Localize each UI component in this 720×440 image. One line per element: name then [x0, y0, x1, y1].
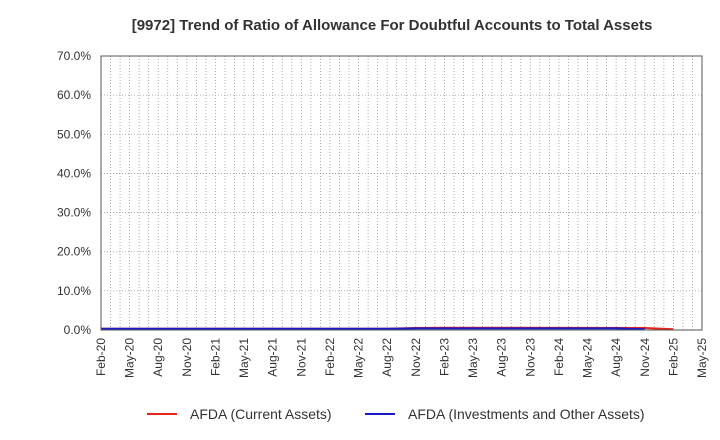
y-tick-label: 10.0% [57, 284, 91, 298]
legend-label-2: AFDA (Investments and Other Assets) [408, 406, 645, 422]
y-tick-label: 0.0% [64, 323, 92, 337]
x-tick-label: Nov-23 [523, 338, 537, 377]
x-tick-label: Nov-20 [180, 338, 194, 377]
series-line-2 [101, 327, 645, 331]
x-tick-label: Nov-24 [638, 338, 652, 377]
x-tick-label: Feb-24 [552, 338, 566, 376]
x-tick-label: Feb-20 [94, 338, 108, 376]
y-tick-label: 30.0% [57, 206, 91, 220]
x-tick-label: Feb-21 [208, 338, 222, 376]
series-lines [101, 326, 674, 331]
x-tick-label: May-25 [695, 338, 709, 378]
x-tick-label: May-21 [237, 338, 251, 378]
chart-title: [9972] Trend of Ratio of Allowance For D… [132, 17, 653, 34]
x-axis: Feb-20 May-20 Aug-20 Nov-20 Feb-21 May-21 Aug-… [94, 338, 709, 378]
y-tick-label: 60.0% [57, 88, 91, 102]
x-tick-label: Aug-21 [266, 338, 280, 377]
legend-label-1: AFDA (Current Assets) [190, 406, 332, 422]
y-axis: 0.0% 10.0% 20.0% 30.0% 40.0% 50.0% 60.0% 70.0% [57, 49, 91, 337]
plot-border [100, 55, 703, 331]
x-tick-label: May-20 [123, 338, 137, 378]
y-tick-label: 70.0% [57, 49, 91, 63]
x-tick-label: May-24 [581, 338, 595, 378]
legend: AFDA (Current Assets) AFDA (Investments a… [147, 406, 645, 422]
x-tick-label: Feb-22 [323, 338, 337, 376]
x-tick-label: Nov-22 [409, 338, 423, 377]
x-tick-label: May-22 [352, 338, 366, 378]
x-tick-label: May-23 [466, 338, 480, 378]
x-tick-label: Aug-22 [380, 338, 394, 377]
y-tick-label: 40.0% [57, 166, 91, 180]
x-tick-label: Aug-23 [495, 338, 509, 377]
y-tick-label: 20.0% [57, 245, 91, 259]
x-tick-label: Feb-25 [666, 338, 680, 376]
x-tick-label: Aug-24 [609, 338, 623, 377]
plot-area [101, 56, 702, 330]
grid-lines [101, 56, 702, 330]
x-tick-label: Feb-23 [437, 338, 451, 376]
x-tick-label: Aug-20 [151, 338, 165, 377]
y-tick-label: 50.0% [57, 127, 91, 141]
x-tick-label: Nov-21 [294, 338, 308, 377]
